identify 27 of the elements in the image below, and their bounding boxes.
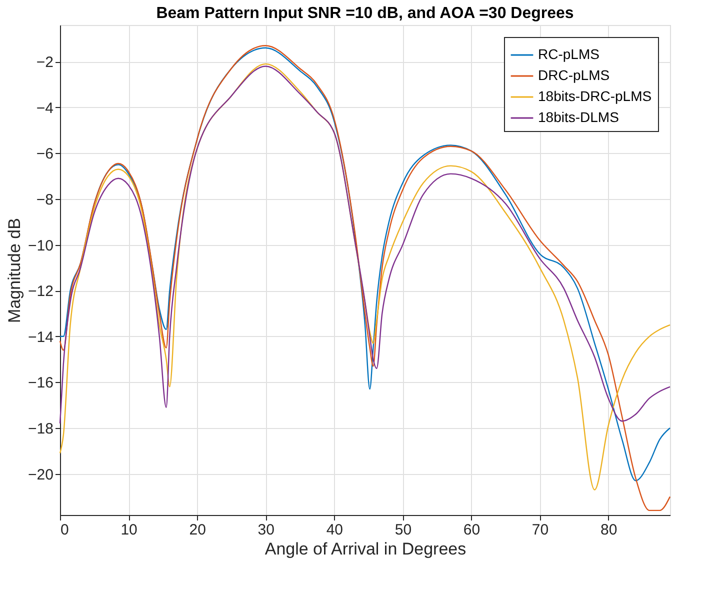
- y-tick-label: −14: [28, 328, 54, 346]
- legend-label: 18bits-DLMS: [538, 109, 619, 125]
- y-tick-label: −6: [36, 146, 54, 163]
- chart-title: Beam Pattern Input SNR =10 dB, and AOA =30 Degrees: [156, 5, 574, 22]
- y-tick-label: −8: [36, 192, 54, 209]
- legend-label: RC-pLMS: [538, 46, 600, 62]
- y-tick-label: −18: [28, 420, 54, 438]
- x-tick-label: 60: [463, 522, 480, 538]
- x-tick-label: 20: [189, 522, 206, 538]
- x-tick-label: 80: [600, 522, 618, 538]
- legend-label: DRC-pLMS: [538, 67, 610, 83]
- x-tick-label: 50: [394, 522, 412, 538]
- x-tick-label: 10: [120, 522, 138, 538]
- y-tick-label: −4: [36, 100, 54, 117]
- x-tick-label: 70: [532, 522, 549, 538]
- y-tick-label: −10: [28, 237, 54, 254]
- x-tick-label: 40: [326, 522, 343, 538]
- y-tick-label: −2: [36, 54, 54, 72]
- legend-label: 18bits-DRC-pLMS: [538, 88, 652, 104]
- y-axis-title: Magnitude dB: [5, 218, 24, 323]
- x-tick-label: 30: [258, 522, 274, 538]
- y-tick-label: −12: [28, 283, 54, 300]
- y-tick-label: −16: [28, 374, 54, 392]
- x-tick-label: 0: [60, 522, 69, 538]
- line-series: [59, 66, 671, 424]
- x-axis-title: Angle of Arrival in Degrees: [264, 540, 466, 558]
- y-tick-label: −20: [28, 466, 54, 484]
